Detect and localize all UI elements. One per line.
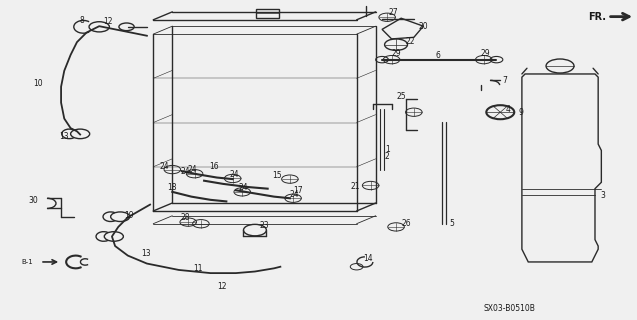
Text: 28: 28 [180, 213, 190, 222]
Text: 1: 1 [385, 145, 389, 154]
Text: 24: 24 [290, 190, 299, 199]
Text: 11: 11 [193, 264, 203, 274]
Text: 15: 15 [273, 171, 282, 180]
Text: B-1: B-1 [22, 259, 33, 265]
Text: 27: 27 [388, 8, 397, 17]
Text: 29: 29 [480, 49, 490, 58]
Text: 30: 30 [29, 196, 39, 205]
Text: 19: 19 [124, 211, 134, 220]
Text: 13: 13 [59, 132, 69, 140]
Text: SX03-B0510B: SX03-B0510B [483, 304, 536, 313]
Bar [256, 9, 279, 18]
Text: 25: 25 [396, 92, 406, 101]
Text: 14: 14 [363, 254, 373, 263]
Text: 10: 10 [32, 79, 43, 88]
Text: 24: 24 [188, 165, 197, 174]
Text: 16: 16 [209, 162, 218, 171]
Text: 2: 2 [385, 152, 389, 161]
Text: 24: 24 [180, 167, 190, 176]
Text: 18: 18 [168, 183, 177, 192]
Text: 26: 26 [401, 219, 411, 228]
Text: 3: 3 [600, 190, 605, 200]
Text: 22: 22 [406, 37, 415, 46]
Text: 13: 13 [141, 250, 150, 259]
Text: 21: 21 [350, 182, 360, 191]
Text: 8: 8 [79, 16, 84, 25]
Text: 12: 12 [217, 282, 227, 291]
Text: 23: 23 [260, 221, 269, 230]
Text: 24: 24 [230, 170, 240, 179]
Text: 9: 9 [518, 108, 523, 117]
Text: 4: 4 [506, 105, 510, 114]
Text: 24: 24 [160, 162, 169, 171]
Text: 7: 7 [503, 76, 507, 85]
Text: 5: 5 [450, 219, 454, 228]
Text: FR.: FR. [588, 12, 606, 22]
Text: 12: 12 [103, 17, 112, 26]
Text: 20: 20 [419, 22, 428, 31]
Text: 6: 6 [436, 51, 440, 60]
Text: 24: 24 [239, 183, 248, 192]
Text: 29: 29 [392, 49, 401, 58]
Text: 17: 17 [294, 186, 303, 195]
